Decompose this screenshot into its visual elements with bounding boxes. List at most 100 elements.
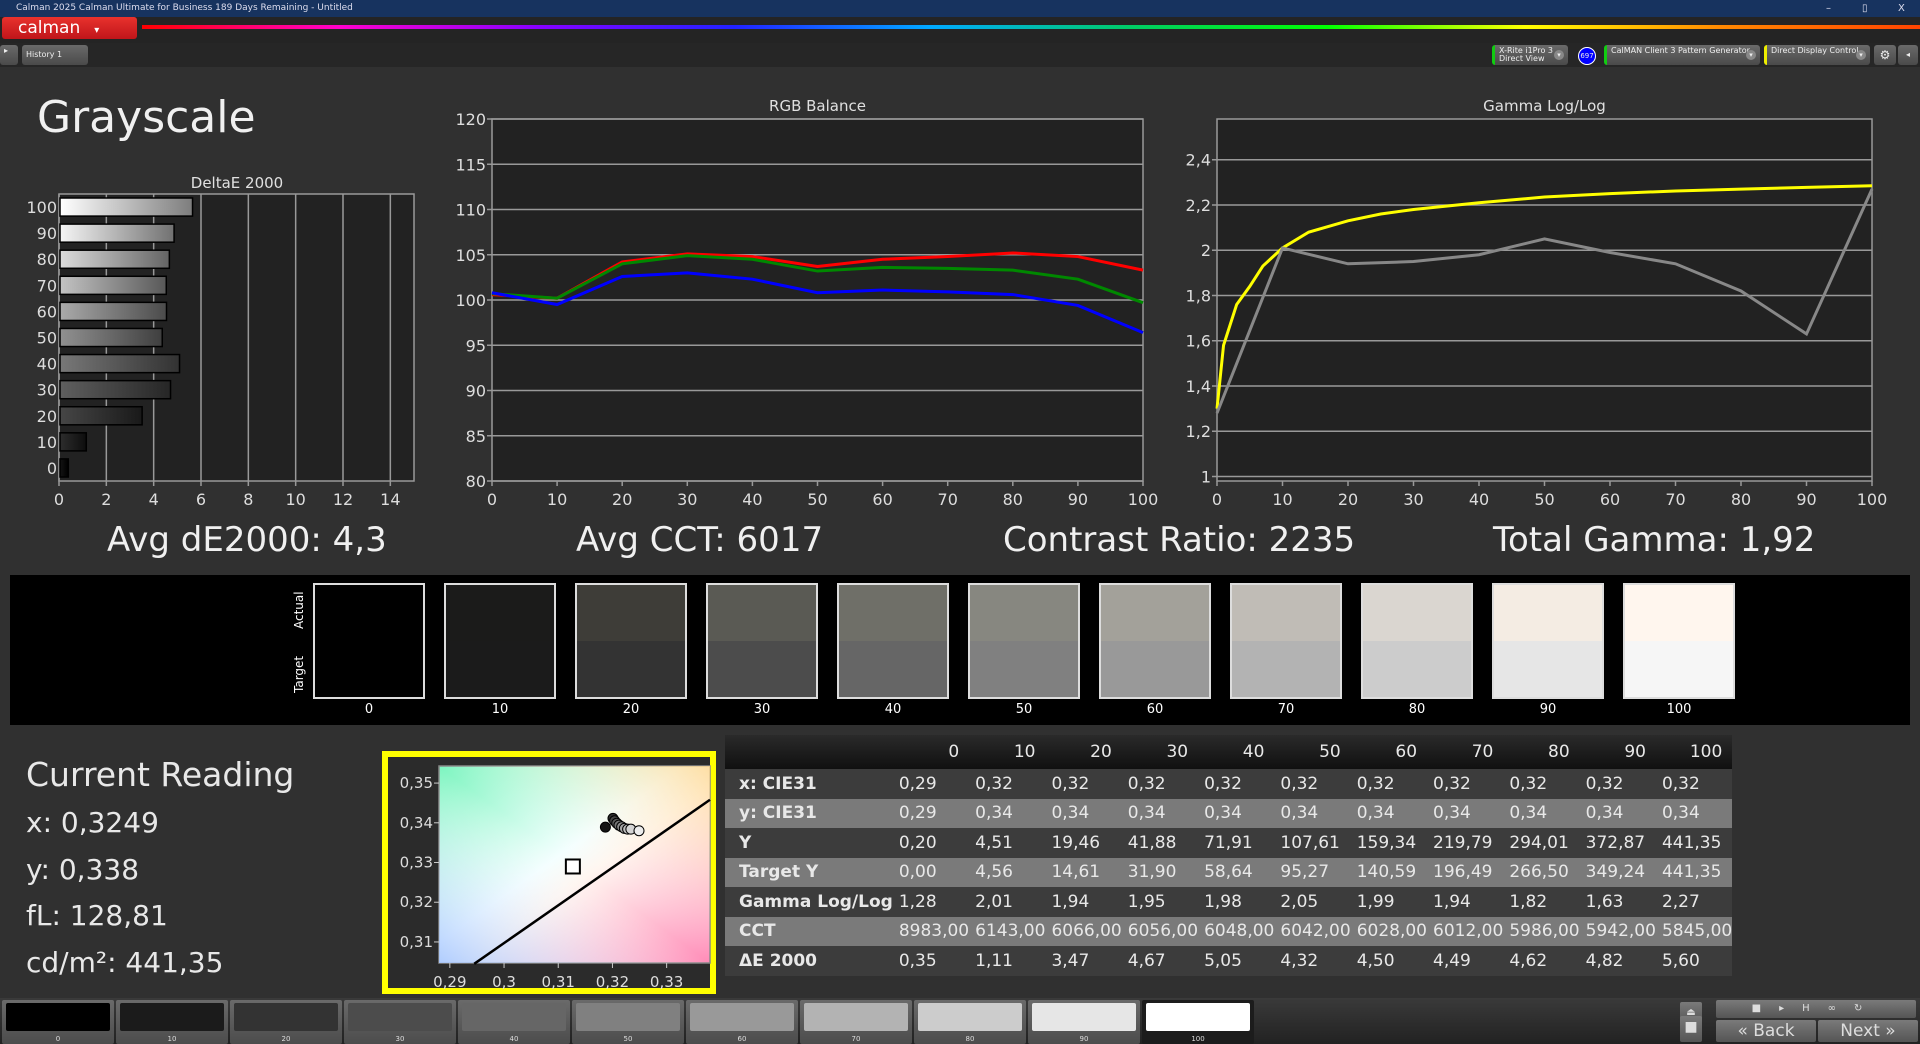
y-tick-label: 0,33 — [400, 854, 433, 872]
patch-button-30[interactable]: 30 — [344, 1000, 456, 1044]
swatch-50 — [968, 583, 1080, 699]
table-cell: 95,27 — [1280, 862, 1330, 883]
collapse-icon[interactable]: ◂ — [1898, 45, 1918, 65]
close-button[interactable]: X — [1898, 3, 1905, 14]
page-title: Grayscale — [37, 92, 256, 143]
y-tick-label: 100 — [26, 198, 57, 217]
calman-menu-button[interactable]: calman ▾ — [2, 17, 137, 39]
column-header: 100 — [1689, 742, 1723, 762]
swatch-actual — [1494, 585, 1602, 641]
back-button[interactable]: « Back — [1716, 1020, 1816, 1042]
rgb-balance-title: RGB Balance — [769, 97, 866, 115]
series-line-0 — [1215, 184, 1873, 409]
x-tick-label: 70 — [938, 490, 958, 509]
swatch-label: 0 — [364, 702, 374, 717]
row-label: x: CIE31 — [739, 773, 817, 794]
y-tick-label: 10 — [37, 433, 57, 452]
table-cell: 0,34 — [1509, 803, 1548, 824]
swatch-target — [1494, 641, 1602, 697]
patch-button-50[interactable]: 50 — [572, 1000, 684, 1044]
toolbar: ▸ History 1 X-Rite i1Pro 3 Direct View ▾ 6… — [0, 43, 1920, 67]
x-tick-label: 0 — [487, 490, 497, 509]
x-tick-label: 100 — [1857, 490, 1888, 509]
x-tick-label: 60 — [1600, 490, 1620, 509]
patch-button-40[interactable]: 40 — [458, 1000, 570, 1044]
swatch-actual — [315, 585, 423, 641]
swatch-target — [1101, 641, 1209, 697]
meter-selector[interactable]: X-Rite i1Pro 3 Direct View ▾ — [1492, 45, 1568, 65]
table-cell: 266,50 — [1509, 862, 1569, 883]
column-header: 0 — [948, 742, 960, 762]
y-tick-label: 0,34 — [400, 814, 433, 832]
table-cell: 31,90 — [1127, 862, 1177, 883]
tab-history-1[interactable]: History 1 — [22, 45, 88, 65]
reading-x: x: 0,3249 — [26, 806, 159, 839]
gear-icon[interactable]: ⚙ — [1874, 45, 1896, 65]
table-cell: 0,32 — [1356, 773, 1395, 794]
patch-button-90[interactable]: 90 — [1028, 1000, 1140, 1044]
table-cell: 219,79 — [1433, 832, 1493, 853]
table-cell: 58,64 — [1204, 862, 1253, 883]
deltae-bar — [59, 432, 88, 452]
table-row: CCT 8983,00 6143,00 6066,00 6056,00 6048,00 60… — [725, 916, 1733, 946]
row-label: Y — [739, 832, 752, 853]
rgb-balance-chart: 80 85 90 95 100 105 110 115 120 0 10 20 30 40 50 60 70 80… — [455, 110, 1158, 509]
table-cell: 4,56 — [975, 862, 1013, 883]
restore-button[interactable]: ▯ — [1862, 3, 1868, 14]
next-label: Next — [1840, 1021, 1880, 1041]
patch-button-100[interactable]: 100 — [1142, 1000, 1254, 1044]
x-tick-label: 0,32 — [596, 973, 629, 991]
next-button[interactable]: Next » — [1818, 1020, 1918, 1042]
patch-label: 10 — [167, 1035, 177, 1043]
deltae-bar — [59, 327, 163, 348]
reading-cdm2: cd/m²: 441,35 — [26, 946, 224, 979]
y-tick-label: 110 — [455, 201, 486, 220]
stop-icon[interactable]: ■ — [1680, 1016, 1702, 1042]
play-icon[interactable]: ▸ — [0, 45, 18, 65]
x-tick-label: 0,33 — [650, 973, 683, 991]
cie-chart-frame[interactable]: 0,29 0,3 0,31 0,32 0,33 0,31 0,32 0,33 0,34 0,35 — [382, 751, 716, 994]
y-tick-label: 115 — [455, 155, 486, 174]
patch-button-0[interactable]: 0 — [2, 1000, 114, 1044]
table-cell: 1,28 — [898, 891, 937, 912]
table-cell: 1,94 — [1433, 891, 1471, 912]
series-line-2 — [491, 271, 1144, 334]
patch-color — [462, 1003, 566, 1031]
table-cell: 196,49 — [1433, 862, 1493, 883]
row-label: Target Y — [739, 862, 819, 883]
y-tick-label: 30 — [37, 381, 57, 400]
swatch-target — [577, 641, 685, 697]
pattern-generator-selector[interactable]: CalMAN Client 3 Pattern Generator ▾ — [1604, 45, 1760, 65]
table-cell: 140,59 — [1356, 862, 1417, 883]
y-tick-label: 0,32 — [400, 893, 433, 911]
patch-button-60[interactable]: 60 — [686, 1000, 798, 1044]
patch-button-80[interactable]: 80 — [914, 1000, 1026, 1044]
chevron-left-icon: « — [1737, 1021, 1748, 1041]
swatch-actual — [446, 585, 554, 641]
playback-controls[interactable]: ■▸H∞↻ — [1716, 1000, 1916, 1018]
display-control-selector[interactable]: Direct Display Control ▾ — [1764, 45, 1870, 65]
table-cell: 0,34 — [1204, 803, 1242, 824]
patch-label: 0 — [55, 1035, 61, 1043]
patch-button-70[interactable]: 70 — [800, 1000, 912, 1044]
column-header: 90 — [1624, 742, 1646, 762]
x-tick-label: 50 — [807, 490, 827, 509]
swatch-target — [839, 641, 947, 697]
table-cell: 1,94 — [1051, 891, 1090, 912]
table-row: x: CIE31 0,29 0,32 0,32 0,32 0,32 0,32 0,32 0,32… — [725, 769, 1733, 799]
table-cell: 0,32 — [1204, 773, 1242, 794]
minimize-button[interactable]: – — [1826, 3, 1831, 14]
meter-badge[interactable]: 697 — [1578, 47, 1596, 65]
table-cell: 0,32 — [975, 773, 1013, 794]
y-tick-label: 0,35 — [400, 774, 433, 792]
y-tick-label: 85 — [466, 427, 486, 446]
patch-button-20[interactable]: 20 — [230, 1000, 342, 1044]
swatch-20 — [575, 583, 687, 699]
swatch-target — [1363, 641, 1471, 697]
y-tick-label: 1,6 — [1186, 332, 1211, 351]
swatch-actual — [1232, 585, 1340, 641]
swatch-target — [1625, 641, 1733, 697]
deltae-chart-title: DeltaE 2000 — [190, 174, 284, 192]
window-title: Calman 2025 Calman Ultimate for Business… — [16, 3, 353, 13]
patch-button-10[interactable]: 10 — [116, 1000, 228, 1044]
